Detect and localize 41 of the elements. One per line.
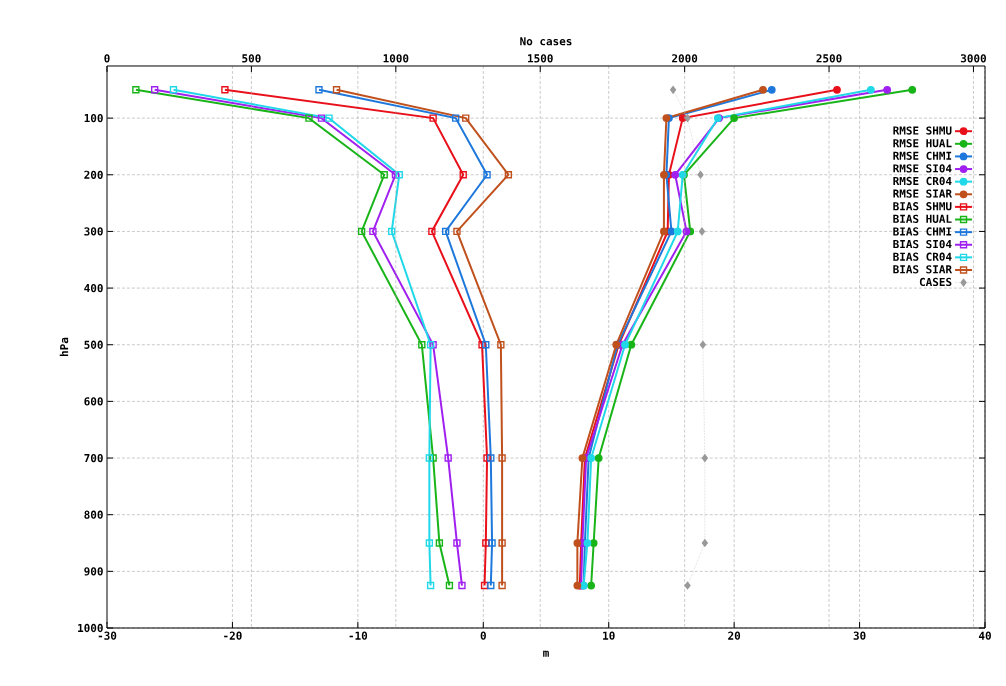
x-axis-title: m	[543, 650, 549, 657]
y-tick-label: 900	[84, 567, 103, 576]
legend-label: BIAS SI04	[893, 239, 952, 249]
x-tick-label: 0	[480, 631, 486, 640]
x-tick-label: -20	[224, 631, 242, 640]
y-tick-label: 400	[84, 283, 103, 293]
legend-label: BIAS SIAR	[893, 265, 953, 274]
x2-tick-label: 0	[104, 54, 110, 63]
x-tick-label: 10	[603, 631, 615, 640]
x-tick-label: 20	[728, 631, 741, 640]
x2-tick-label: 1000	[383, 54, 409, 63]
x2-tick-label: 3000	[960, 54, 986, 63]
x2-tick-label: 1500	[528, 54, 553, 63]
y-tick-label: 1000	[78, 623, 103, 633]
x2-axis-title: No cases	[520, 37, 572, 46]
x-tick-label: -30	[98, 631, 117, 640]
legend-label: BIAS HUAL	[893, 214, 952, 223]
legend-label: BIAS SHMU	[893, 202, 952, 211]
x-tick-label: 40	[978, 631, 991, 640]
legend-label: RMSE SIAR	[893, 189, 953, 198]
y-axis-title: hPa	[59, 337, 69, 356]
legend-label: BIAS CR04	[893, 252, 952, 261]
x-tick-label: 30	[853, 631, 866, 640]
x2-tick-label: 2500	[816, 54, 842, 63]
legend-label: BIAS CHMI	[893, 227, 952, 236]
y-tick-label: 200	[84, 170, 103, 179]
x-tick-label: -10	[349, 631, 368, 640]
y-tick-label: 700	[84, 453, 103, 463]
x2-tick-label: 2000	[672, 54, 698, 63]
y-tick-label: 100	[84, 113, 103, 123]
legend-label: RMSE SHMU	[893, 126, 952, 135]
legend-label: RMSE CR04	[893, 176, 952, 186]
legend-label: RMSE CHMI	[893, 151, 952, 160]
legend-label: RMSE HUAL	[893, 139, 952, 148]
y-tick-label: 500	[84, 340, 103, 349]
y-tick-label: 300	[84, 227, 103, 236]
x2-tick-label: 500	[242, 54, 261, 63]
y-tick-label: 600	[84, 397, 103, 406]
legend-label: CASES	[919, 277, 952, 287]
y-tick-label: 800	[84, 510, 103, 519]
legend-label: RMSE SI04	[893, 164, 952, 173]
